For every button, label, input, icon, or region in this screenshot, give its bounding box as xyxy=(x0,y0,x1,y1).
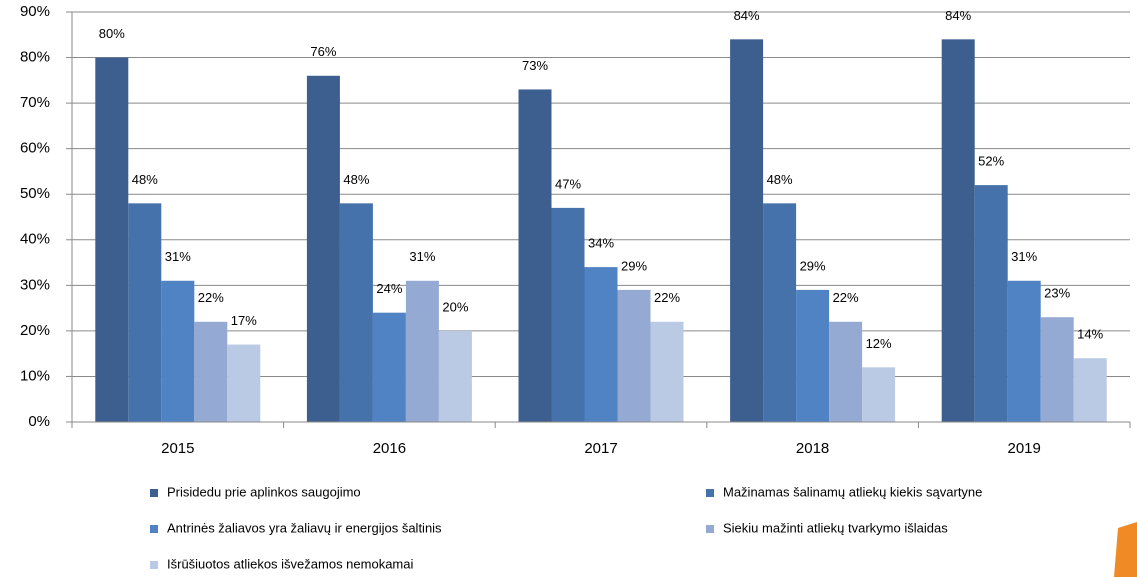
data-label: 23% xyxy=(1044,286,1070,301)
bar xyxy=(730,39,764,422)
data-label: 14% xyxy=(1077,327,1103,342)
data-label: 47% xyxy=(555,176,581,191)
bar xyxy=(1007,280,1041,422)
legend-swatch xyxy=(150,489,158,497)
data-label: 31% xyxy=(165,249,191,264)
data-label: 48% xyxy=(343,172,369,187)
decoration xyxy=(1114,522,1137,577)
bar xyxy=(650,321,684,422)
data-label: 73% xyxy=(522,58,548,73)
data-label: 84% xyxy=(734,8,760,23)
legend-label: Prisidedu prie aplinkos saugojimo xyxy=(167,484,361,499)
y-tick-label: 40% xyxy=(20,231,50,248)
data-label: 17% xyxy=(231,313,257,328)
bar xyxy=(339,203,373,422)
legend-label: Išrūšiuotos atliekos išvežamos nemokamai xyxy=(167,556,413,571)
data-label: 76% xyxy=(310,44,336,59)
data-label: 22% xyxy=(833,290,859,305)
data-label: 31% xyxy=(409,249,435,264)
bar xyxy=(161,280,195,422)
bar xyxy=(584,267,618,422)
bar xyxy=(405,280,439,422)
bar xyxy=(941,39,975,422)
data-label: 24% xyxy=(376,281,402,296)
y-tick-label: 70% xyxy=(20,94,50,111)
y-tick-label: 30% xyxy=(20,276,50,293)
y-tick-label: 90% xyxy=(20,3,50,20)
data-label: 12% xyxy=(866,336,892,351)
bar xyxy=(372,312,406,422)
data-label: 48% xyxy=(132,172,158,187)
legend-swatch xyxy=(706,489,714,497)
bar xyxy=(128,203,162,422)
bar xyxy=(95,57,129,423)
data-label: 22% xyxy=(654,290,680,305)
bar xyxy=(194,321,228,422)
legend-swatch xyxy=(150,525,158,533)
y-tick-label: 0% xyxy=(28,413,50,430)
y-tick-label: 10% xyxy=(20,367,50,384)
data-label: 29% xyxy=(621,258,647,273)
bar xyxy=(438,330,472,422)
data-label: 29% xyxy=(800,258,826,273)
y-tick-label: 50% xyxy=(20,185,50,202)
legend-swatch xyxy=(150,561,158,569)
bar xyxy=(763,203,797,422)
data-label: 48% xyxy=(767,172,793,187)
bar xyxy=(227,344,261,422)
x-tick-label: 2015 xyxy=(161,440,194,457)
bar xyxy=(1040,317,1074,422)
y-tick-label: 20% xyxy=(20,322,50,339)
bar xyxy=(551,207,585,422)
bar xyxy=(518,89,552,422)
data-label: 20% xyxy=(442,299,468,314)
y-tick-label: 80% xyxy=(20,49,50,66)
legend-label: Antrinės žaliavos yra žaliavų ir energij… xyxy=(167,520,442,535)
y-tick-label: 60% xyxy=(20,140,50,157)
bar xyxy=(862,367,896,422)
bar xyxy=(829,321,863,422)
data-label: 84% xyxy=(945,8,971,23)
legend-label: Mažinamas šalinamų atliekų kiekis sąvart… xyxy=(723,484,982,499)
data-label: 80% xyxy=(99,26,125,41)
data-label: 31% xyxy=(1011,249,1037,264)
bar xyxy=(974,185,1008,422)
bar xyxy=(306,75,340,423)
legend-label: Siekiu mažinti atliekų tvarkymo išlaidas xyxy=(723,520,948,535)
x-tick-label: 2016 xyxy=(373,440,406,457)
bar xyxy=(1073,358,1107,422)
bar xyxy=(796,289,830,422)
x-tick-label: 2017 xyxy=(584,440,617,457)
data-label: 22% xyxy=(198,290,224,305)
data-label: 34% xyxy=(588,236,614,251)
legend-swatch xyxy=(706,525,714,533)
x-tick-label: 2019 xyxy=(1008,440,1041,457)
data-label: 52% xyxy=(978,154,1004,169)
x-tick-label: 2018 xyxy=(796,440,829,457)
bar xyxy=(617,289,651,422)
